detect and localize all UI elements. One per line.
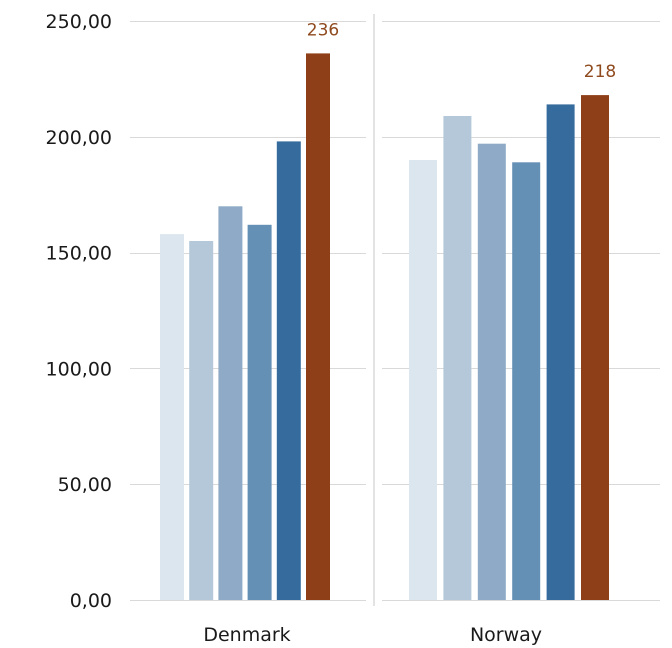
bar bbox=[546, 104, 575, 601]
x-category-label: Denmark bbox=[203, 624, 290, 646]
bar bbox=[218, 206, 243, 601]
y-tick-label: 250,00 bbox=[46, 11, 112, 33]
bar bbox=[409, 160, 437, 600]
bar bbox=[512, 162, 541, 601]
data-label: 218 bbox=[584, 62, 616, 82]
bar bbox=[276, 141, 301, 600]
bar bbox=[443, 116, 472, 600]
bar bbox=[247, 224, 272, 601]
y-tick-label: 150,00 bbox=[46, 243, 112, 265]
bar bbox=[477, 143, 506, 600]
data-label: 236 bbox=[307, 20, 339, 40]
bar bbox=[306, 53, 330, 600]
y-tick-label: 50,00 bbox=[58, 474, 112, 496]
x-axis-category-labels: Denmark Norway bbox=[203, 624, 542, 646]
x-category-label: Norway bbox=[470, 624, 542, 646]
data-labels: 236 218 bbox=[307, 20, 616, 82]
bars bbox=[160, 53, 609, 601]
bar bbox=[581, 95, 609, 600]
bar bbox=[160, 234, 184, 600]
y-axis-tick-labels: 0,00 50,00 100,00 150,00 200,00 250,00 bbox=[46, 11, 112, 612]
y-tick-label: 0,00 bbox=[70, 590, 112, 612]
y-tick-label: 200,00 bbox=[46, 127, 112, 149]
bar bbox=[189, 241, 214, 600]
y-tick-label: 100,00 bbox=[46, 358, 112, 380]
